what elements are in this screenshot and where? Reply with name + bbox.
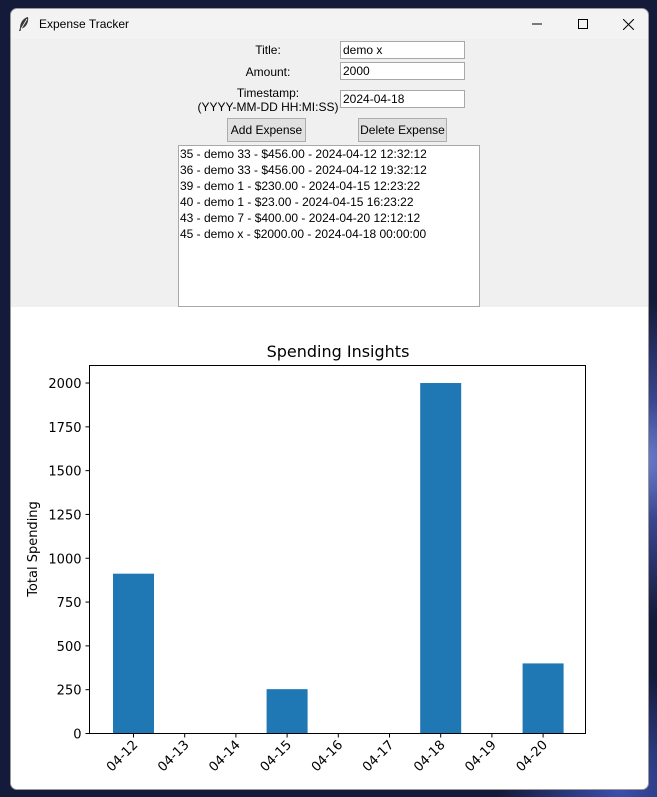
y-tick-label: 2000 — [48, 377, 81, 392]
timestamp-format-hint: (YYYY-MM-DD HH:MI:SS) — [197, 100, 339, 114]
bar-04-15 — [266, 689, 308, 734]
app-window: Expense Tracker Title: Amount: Timestamp… — [10, 8, 649, 790]
list-item[interactable]: 43 - demo 7 - $400.00 - 2024-04-20 12:12… — [180, 211, 421, 225]
x-tick-label: 04-14 — [206, 738, 243, 775]
title-input[interactable] — [340, 41, 465, 59]
maximize-button[interactable] — [560, 9, 606, 39]
y-tick-label: 1750 — [48, 421, 81, 436]
feather-icon — [19, 17, 29, 31]
x-tick-label: 04-13 — [155, 738, 192, 775]
x-tick-label: 04-20 — [514, 738, 551, 775]
y-axis-label: Total Spending — [26, 501, 41, 598]
add-expense-button[interactable]: Add Expense — [227, 118, 306, 142]
amount-label: Amount: — [245, 65, 291, 79]
list-item[interactable]: 40 - demo 1 - $23.00 - 2024-04-15 16:23:… — [180, 195, 414, 209]
x-ticks-group: 04-12 04-13 04-14 04-15 04-16 04-17 04-18 04-19… — [104, 733, 551, 775]
y-tick-label: 750 — [57, 596, 82, 611]
list-item[interactable]: 39 - demo 1 - $230.00 - 2024-04-15 12:23… — [180, 179, 421, 193]
delete-expense-button[interactable]: Delete Expense — [358, 118, 447, 142]
spending-chart: Spending Insights Total Spending 0 250 500… — [11, 307, 648, 789]
bars-group — [113, 383, 564, 734]
y-tick-label: 0 — [73, 728, 81, 743]
list-item[interactable]: 35 - demo 33 - $456.00 - 2024-04-12 12:3… — [180, 147, 427, 161]
y-tick-label: 1000 — [48, 552, 81, 567]
minimize-icon — [532, 23, 542, 25]
title-label: Title: — [255, 43, 281, 57]
close-icon — [622, 18, 634, 30]
bar-04-20 — [522, 663, 564, 734]
amount-input[interactable] — [340, 62, 465, 80]
chart-canvas: Spending Insights Total Spending 0 250 500… — [26, 342, 586, 775]
plot-frame — [89, 365, 586, 734]
x-tick-label: 04-18 — [411, 738, 448, 775]
y-tick-label: 500 — [57, 640, 82, 655]
close-button[interactable] — [605, 9, 648, 39]
x-tick-label: 04-12 — [104, 738, 141, 775]
minimize-button[interactable] — [514, 9, 560, 39]
chart-title: Spending Insights — [267, 342, 410, 361]
y-tick-label: 1500 — [48, 465, 81, 480]
y-tick-label: 250 — [57, 684, 82, 699]
x-tick-label: 04-16 — [309, 738, 346, 775]
y-tick-label: 1250 — [48, 508, 81, 523]
list-item[interactable]: 36 - demo 33 - $456.00 - 2024-04-12 19:3… — [180, 163, 427, 177]
bar-04-12 — [113, 573, 154, 734]
x-tick-label: 04-15 — [258, 738, 295, 775]
timestamp-label-text: Timestamp: — [236, 86, 300, 100]
y-ticks-group: 0 250 500 750 1000 1250 1500 1750 2000 — [48, 377, 90, 743]
bar-04-18 — [420, 383, 462, 734]
list-item[interactable]: 45 - demo x - $2000.00 - 2024-04-18 00:0… — [180, 227, 427, 241]
window-title: Expense Tracker — [39, 17, 130, 31]
expense-listbox[interactable]: 35 - demo 33 - $456.00 - 2024-04-12 12:3… — [178, 145, 480, 307]
timestamp-label: Timestamp: (YYYY-MM-DD HH:MI:SS) — [191, 86, 345, 114]
timestamp-input[interactable] — [340, 90, 465, 108]
title-bar: Expense Tracker — [11, 9, 648, 39]
x-tick-label: 04-17 — [360, 738, 397, 775]
x-tick-label: 04-19 — [462, 738, 499, 775]
maximize-icon — [578, 19, 588, 29]
